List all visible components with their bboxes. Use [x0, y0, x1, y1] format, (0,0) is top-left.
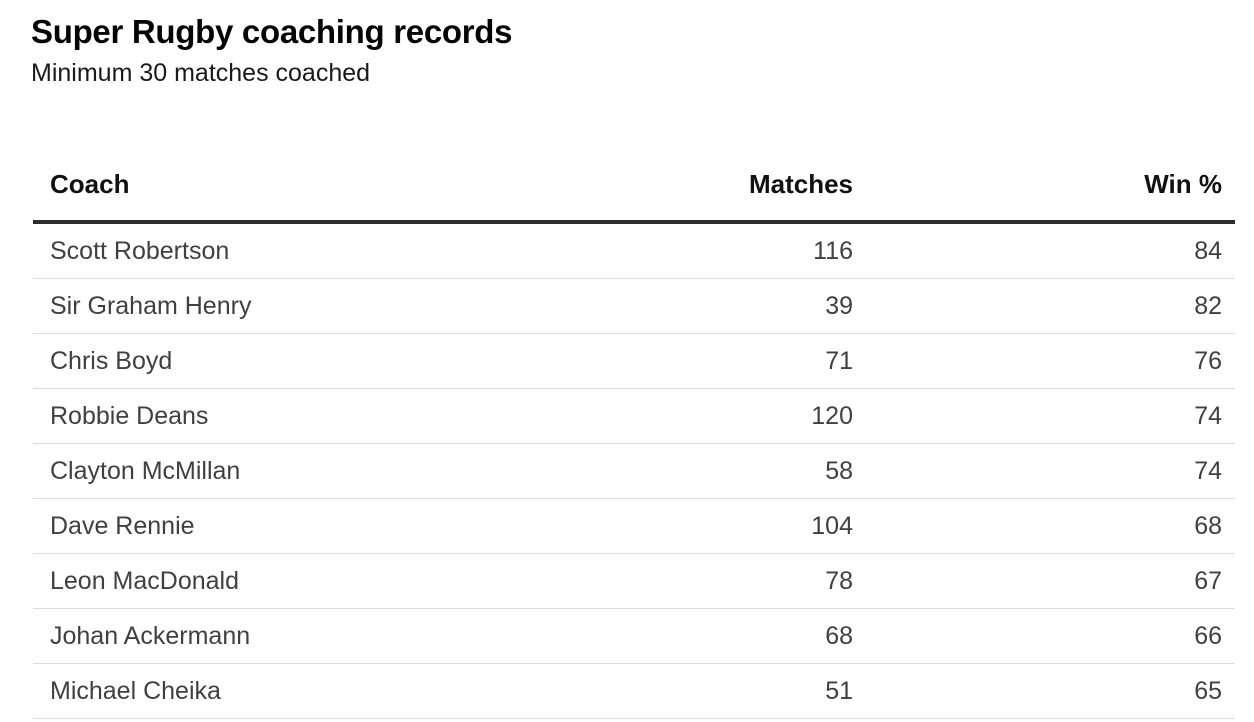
chart-subtitle: Minimum 30 matches coached [31, 59, 371, 87]
coaching-records-table: Coach Matches Win % Scott Robertson 116 84… [33, 148, 1235, 719]
matches-cell: 58 [583, 443, 853, 499]
table-row: Dave Rennie 104 68 [33, 498, 1235, 554]
table-body: Scott Robertson 116 84 Sir Graham Henry 39 82… [33, 222, 1235, 719]
coach-cell: Dave Rennie [33, 498, 583, 554]
table-row: Johan Ackermann 68 66 [33, 608, 1235, 664]
table-row: Scott Robertson 116 84 [33, 222, 1235, 279]
matches-cell: 116 [583, 222, 853, 279]
matches-cell: 39 [583, 278, 853, 334]
column-header-coach: Coach [33, 148, 583, 224]
win-pct-cell: 82 [853, 278, 1235, 334]
win-pct-cell: 68 [853, 498, 1235, 554]
matches-cell: 71 [583, 333, 853, 389]
coach-cell: Sir Graham Henry [33, 278, 583, 334]
win-pct-cell: 84 [853, 222, 1235, 279]
coach-cell: Leon MacDonald [33, 553, 583, 609]
win-pct-cell: 74 [853, 443, 1235, 499]
coach-cell: Michael Cheika [33, 663, 583, 719]
header-row: Coach Matches Win % [33, 148, 1235, 224]
win-pct-cell: 76 [853, 333, 1235, 389]
column-header-win-pct: Win % [853, 148, 1235, 224]
table-row: Chris Boyd 71 76 [33, 333, 1235, 389]
win-pct-cell: 74 [853, 388, 1235, 444]
coach-cell: Chris Boyd [33, 333, 583, 389]
win-pct-cell: 66 [853, 608, 1235, 664]
matches-cell: 78 [583, 553, 853, 609]
coach-cell: Scott Robertson [33, 222, 583, 279]
column-header-matches: Matches [583, 148, 853, 224]
matches-cell: 51 [583, 663, 853, 719]
win-pct-cell: 67 [853, 553, 1235, 609]
table-row: Clayton McMillan 58 74 [33, 443, 1235, 499]
coach-cell: Clayton McMillan [33, 443, 583, 499]
table-row: Leon MacDonald 78 67 [33, 553, 1235, 609]
win-pct-cell: 65 [853, 663, 1235, 719]
matches-cell: 104 [583, 498, 853, 554]
table-row: Michael Cheika 51 65 [33, 663, 1235, 719]
matches-cell: 68 [583, 608, 853, 664]
chart-title: Super Rugby coaching records [31, 13, 513, 50]
matches-cell: 120 [583, 388, 853, 444]
table-row: Sir Graham Henry 39 82 [33, 278, 1235, 334]
coach-cell: Johan Ackermann [33, 608, 583, 664]
coach-cell: Robbie Deans [33, 388, 583, 444]
table-row: Robbie Deans 120 74 [33, 388, 1235, 444]
